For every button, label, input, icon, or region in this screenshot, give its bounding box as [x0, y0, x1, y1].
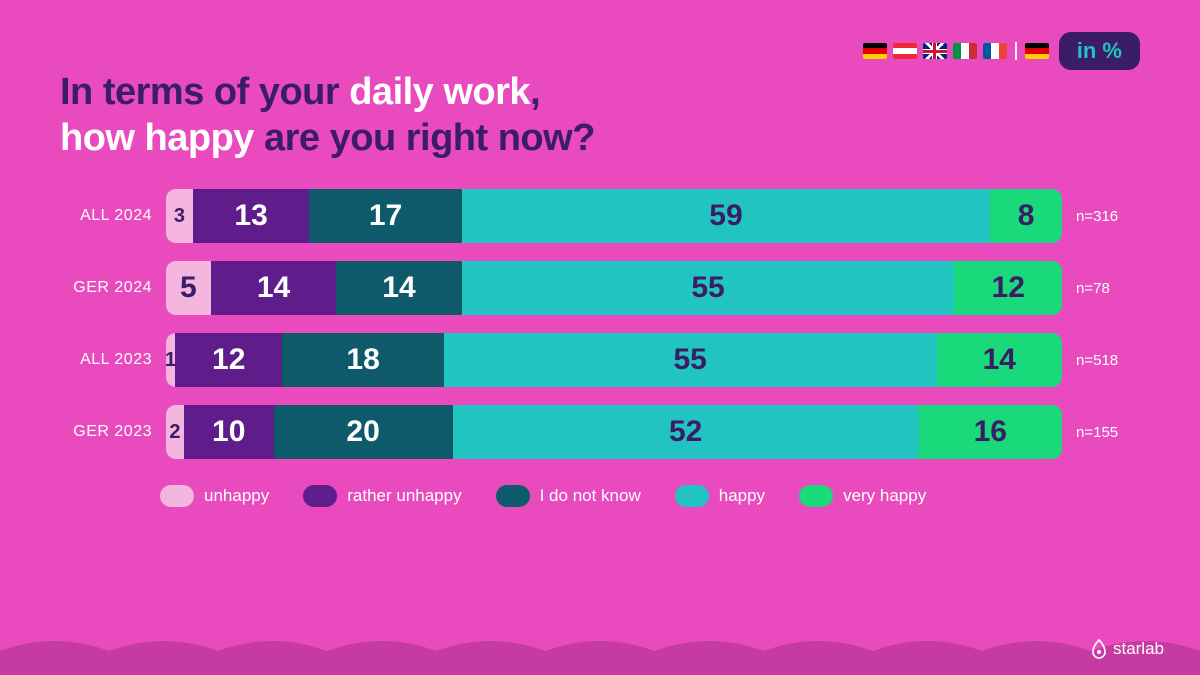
flag-germany-icon: [863, 43, 887, 59]
sample-size: n=78: [1076, 280, 1140, 297]
legend-item-unhappy: unhappy: [160, 485, 269, 507]
legend-item-dont_know: I do not know: [496, 485, 641, 507]
header-row: in %: [863, 32, 1140, 70]
bar-segment-dont_know: 18: [282, 333, 443, 387]
title-emphasis: how happy: [60, 117, 254, 159]
chart-title: In terms of your daily work, how happy ar…: [60, 70, 1140, 161]
bar-track: 2 10 20 52 16: [166, 405, 1062, 459]
flag-divider: [1015, 42, 1017, 60]
flag-uk-icon: [923, 43, 947, 59]
flag-austria-icon: [893, 43, 917, 59]
bar-segment-very_happy: 16: [919, 405, 1062, 459]
bar-value: 5: [180, 271, 197, 305]
legend-label: rather unhappy: [347, 486, 461, 506]
title-text: are you right now?: [254, 117, 595, 159]
flag-france-icon: [983, 43, 1007, 59]
legend-label: I do not know: [540, 486, 641, 506]
bar-segment-dont_know: 17: [309, 189, 461, 243]
flag-germany-highlight-icon: [1025, 43, 1049, 59]
sample-size: n=155: [1076, 424, 1140, 441]
chart-card: in % In terms of your daily work, how hap…: [12, 12, 1188, 663]
bar-segment-rather_unhappy: 10: [184, 405, 274, 459]
legend-swatch-icon: [675, 485, 709, 507]
legend-label: happy: [719, 486, 765, 506]
bar-segment-very_happy: 14: [937, 333, 1062, 387]
bar-value: 16: [974, 415, 1007, 449]
legend-label: very happy: [843, 486, 926, 506]
legend-swatch-icon: [160, 485, 194, 507]
bar-value: 12: [992, 271, 1025, 305]
bar-value: 3: [174, 205, 185, 228]
bar-value: 55: [691, 271, 724, 305]
bar-segment-rather_unhappy: 13: [193, 189, 309, 243]
bar-segment-happy: 52: [453, 405, 919, 459]
bar-value: 59: [709, 199, 742, 233]
legend-item-happy: happy: [675, 485, 765, 507]
brand-text: starlab: [1113, 639, 1164, 659]
title-emphasis: daily work: [349, 71, 530, 113]
legend-label: unhappy: [204, 486, 269, 506]
legend-swatch-icon: [303, 485, 337, 507]
legend: unhappy rather unhappy I do not know happy v…: [60, 485, 1140, 507]
bar-segment-unhappy: 1: [166, 333, 175, 387]
bar-segment-happy: 55: [462, 261, 955, 315]
bar-value: 18: [346, 343, 379, 377]
sample-size: n=518: [1076, 352, 1140, 369]
bar-value: 20: [346, 415, 379, 449]
bar-row: GER 2024 5 14 14 55 12 n=78: [60, 261, 1140, 315]
legend-swatch-icon: [496, 485, 530, 507]
flag-italy-icon: [953, 43, 977, 59]
brand-logo-icon: [1091, 639, 1107, 659]
row-label: ALL 2024: [60, 207, 152, 225]
legend-item-very_happy: very happy: [799, 485, 926, 507]
bar-value: 14: [257, 271, 290, 305]
bar-track: 1 12 18 55 14: [166, 333, 1062, 387]
bar-row: ALL 2024 3 13 17 59 8 n=316: [60, 189, 1140, 243]
bar-segment-rather_unhappy: 12: [175, 333, 283, 387]
bar-segment-happy: 55: [444, 333, 937, 387]
bar-row: GER 2023 2 10 20 52 16 n=155: [60, 405, 1140, 459]
bar-value: 13: [234, 199, 267, 233]
bar-segment-happy: 59: [462, 189, 991, 243]
bar-segment-very_happy: 12: [954, 261, 1062, 315]
bar-segment-rather_unhappy: 14: [211, 261, 336, 315]
row-label: GER 2023: [60, 423, 152, 441]
bar-segment-unhappy: 5: [166, 261, 211, 315]
bar-value: 14: [983, 343, 1016, 377]
title-text: In terms of your: [60, 71, 349, 113]
bar-track: 5 14 14 55 12: [166, 261, 1062, 315]
bar-value: 14: [382, 271, 415, 305]
bar-value: 55: [673, 343, 706, 377]
bar-row: ALL 2023 1 12 18 55 14 n=518: [60, 333, 1140, 387]
unit-badge-text: in %: [1077, 38, 1122, 63]
bar-segment-unhappy: 2: [166, 405, 184, 459]
row-label: ALL 2023: [60, 351, 152, 369]
brand-mark: starlab: [1091, 639, 1164, 659]
bar-segment-unhappy: 3: [166, 189, 193, 243]
page: in % In terms of your daily work, how hap…: [0, 0, 1200, 675]
bar-value: 12: [212, 343, 245, 377]
sample-size: n=316: [1076, 208, 1140, 225]
title-text: ,: [530, 71, 540, 113]
bar-track: 3 13 17 59 8: [166, 189, 1062, 243]
bar-value: 10: [212, 415, 245, 449]
flag-group: [863, 42, 1049, 60]
legend-item-rather_unhappy: rather unhappy: [303, 485, 461, 507]
unit-badge: in %: [1059, 32, 1140, 70]
bar-segment-dont_know: 20: [274, 405, 453, 459]
row-label: GER 2024: [60, 279, 152, 297]
bar-chart: ALL 202431317598n=316GER 2024514145512n=…: [60, 189, 1140, 459]
bar-segment-very_happy: 8: [990, 189, 1062, 243]
bar-segment-dont_know: 14: [336, 261, 461, 315]
bar-value: 17: [369, 199, 402, 233]
legend-swatch-icon: [799, 485, 833, 507]
bar-value: 52: [669, 415, 702, 449]
bar-value: 2: [169, 421, 180, 444]
bar-value: 8: [1018, 199, 1035, 233]
